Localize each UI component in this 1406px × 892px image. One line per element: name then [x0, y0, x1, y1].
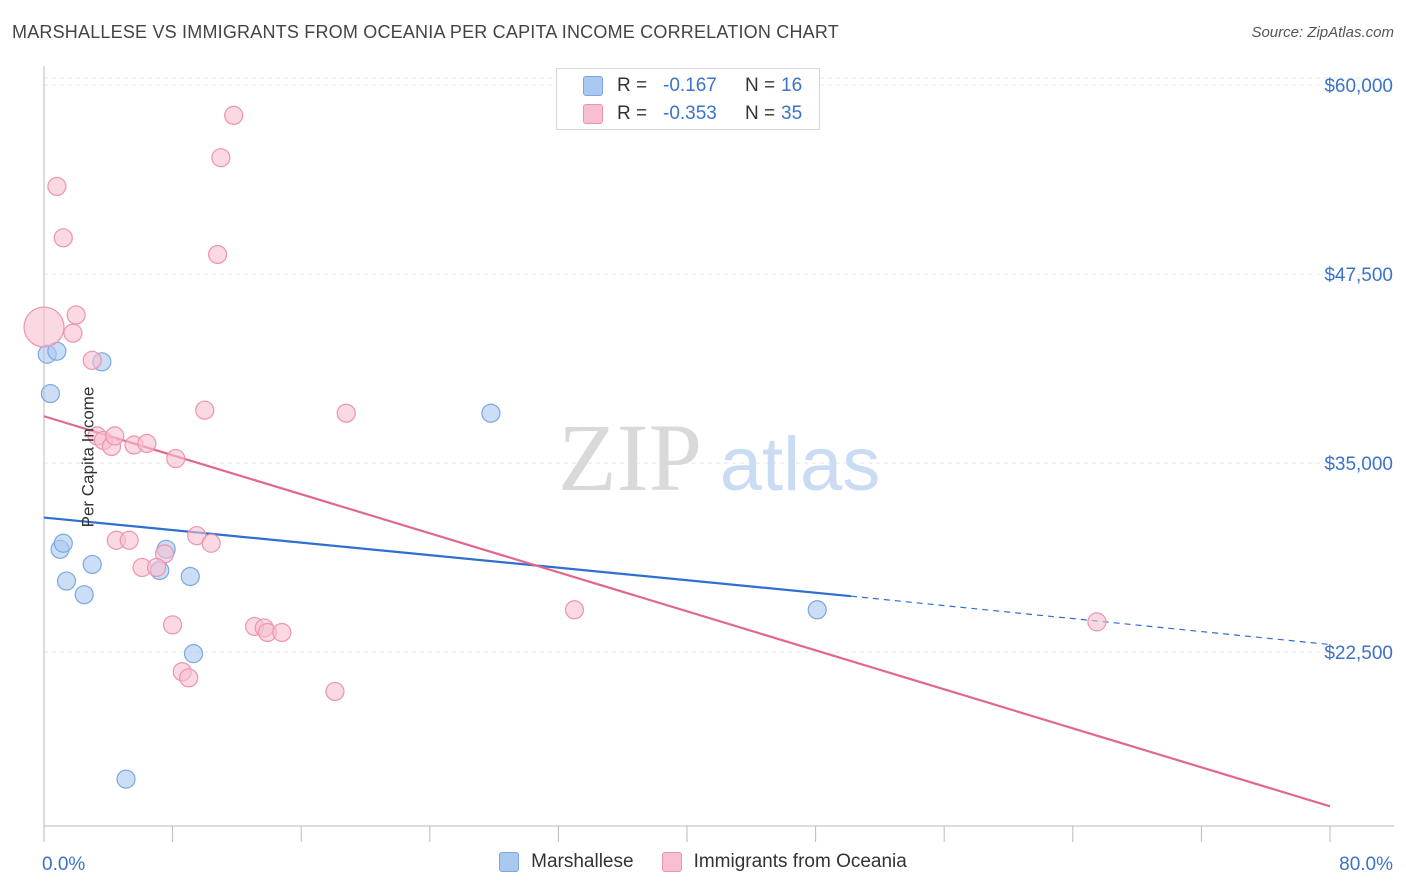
oceania-point [195, 400, 215, 420]
y-tick-label: $22,500 [1324, 643, 1393, 664]
grid-lines [44, 77, 1394, 653]
n-label: N = [745, 103, 776, 124]
oceania-point [336, 403, 356, 423]
marshallese-point [180, 566, 200, 587]
legend-row-oceania: R = -0.353 N = 35 [557, 102, 802, 126]
y-tick-labels: $22,500 $35,000 $47,500 $60,000 [1324, 76, 1393, 664]
oceania-point [66, 305, 86, 325]
legend-label: Immigrants from Oceania [693, 851, 907, 872]
oceania-point [23, 306, 65, 348]
marshallese-trend-line [43, 516, 852, 598]
oceania-point [105, 426, 125, 446]
x-tick-label: 0.0% [42, 854, 85, 875]
r-label: R = [617, 103, 648, 124]
watermark: ZIP atlas [558, 404, 880, 511]
legend-swatch-blue [583, 76, 603, 96]
oceania-point [211, 148, 231, 168]
oceania-point [119, 530, 139, 550]
marshallese-point [116, 769, 136, 789]
oceania-point [53, 228, 73, 248]
oceania-point [201, 533, 221, 553]
oceania-point [137, 433, 157, 454]
marshallese-point [481, 403, 501, 423]
marshallese-trend-extension [850, 595, 1331, 646]
oceania-point [166, 448, 186, 469]
y-tick-label: $60,000 [1324, 76, 1393, 97]
oceania-point [272, 622, 292, 643]
oceania-point [47, 176, 67, 197]
trend-lines [43, 415, 1331, 808]
marshallese-point [56, 571, 77, 591]
n-label: N = [745, 75, 776, 96]
oceania-point [82, 350, 102, 370]
axes [43, 66, 1394, 842]
r-value: -0.353 [663, 103, 717, 124]
y-axis-label: Per Capita Income [78, 386, 98, 528]
r-label: R = [617, 75, 648, 96]
legend-label: Marshallese [531, 851, 634, 872]
marshallese-point [74, 585, 94, 605]
correlation-legend: R = -0.167 N = 16 R = -0.353 N = 35 [556, 68, 820, 130]
y-tick-label: $47,500 [1324, 265, 1393, 286]
legend-item-marshallese[interactable]: Marshallese [499, 851, 634, 873]
n-value: 16 [781, 75, 803, 96]
oceania-point [63, 323, 83, 343]
oceania-point [564, 600, 585, 620]
y-tick-label: $35,000 [1324, 454, 1393, 475]
marshallese-point [82, 554, 102, 575]
watermark-zip: ZIP [558, 404, 702, 511]
chart-title: MARSHALLESE VS IMMIGRANTS FROM OCEANIA P… [12, 22, 839, 42]
oceania-point [224, 105, 244, 125]
source-label: Source: ZipAtlas.com [1251, 24, 1394, 41]
oceania-point [1087, 612, 1107, 632]
x-tick-label: 80.0% [1339, 854, 1393, 875]
legend-swatch-pink [661, 852, 682, 872]
marshallese-point [53, 533, 73, 553]
oceania-point [179, 668, 199, 688]
legend-row-marshallese: R = -0.167 N = 16 [557, 74, 802, 98]
data-points [23, 105, 1107, 789]
legend-swatch-blue [499, 852, 520, 872]
marshallese-point [40, 383, 61, 404]
legend-item-oceania[interactable]: Immigrants from Oceania [661, 851, 907, 873]
watermark-atlas: atlas [720, 422, 881, 507]
n-value: 35 [781, 103, 803, 124]
oceania-point [146, 557, 167, 578]
r-value: -0.167 [663, 75, 717, 96]
marshallese-point [807, 600, 827, 620]
oceania-point [208, 244, 228, 265]
x-tick-labels: 0.0% 80.0% [42, 854, 1393, 875]
legend-swatch-pink [583, 104, 603, 124]
oceania-point [163, 615, 183, 635]
marshallese-point [183, 644, 204, 664]
series-legend: Marshallese Immigrants from Oceania [0, 851, 1406, 873]
oceania-point [325, 681, 345, 702]
oceania-trend-line [43, 415, 1331, 808]
